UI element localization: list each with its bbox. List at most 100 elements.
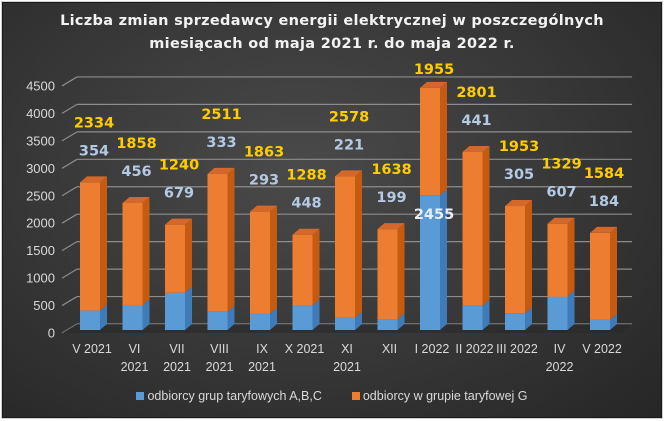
- bar-abc-side: [482, 299, 490, 330]
- bar-abc[interactable]: [505, 313, 525, 330]
- bar-abc[interactable]: [207, 311, 228, 330]
- bar-abc[interactable]: [165, 292, 185, 330]
- data-label-abc: 607: [546, 185, 576, 201]
- gridline-side: [61, 131, 78, 142]
- gridline-side: [61, 241, 78, 252]
- bar-g-side: [397, 223, 405, 320]
- bar-abc-side: [142, 298, 150, 330]
- data-label-g: 1240: [159, 158, 199, 174]
- bar-abc[interactable]: [80, 310, 100, 330]
- data-label-g: 2578: [329, 109, 369, 125]
- bar-abc[interactable]: [462, 305, 483, 330]
- bar-group[interactable]: [547, 217, 575, 330]
- data-label-g: 1329: [541, 157, 581, 173]
- bar-abc[interactable]: [122, 304, 143, 330]
- bar-abc[interactable]: [292, 305, 313, 330]
- bar-abc-side: [312, 299, 320, 330]
- bar-abc[interactable]: [250, 313, 270, 330]
- bar-abc[interactable]: [377, 319, 398, 330]
- bar-abc-side: [355, 311, 362, 330]
- x-tick-label: II 2022: [455, 342, 493, 356]
- bar-g-side: [312, 228, 320, 306]
- bar-group[interactable]: [335, 170, 362, 330]
- bar-g[interactable]: [207, 173, 228, 312]
- x-tick-label: VII: [169, 342, 184, 356]
- bar-g-side: [440, 81, 447, 196]
- data-label-abc: 293: [249, 173, 279, 189]
- bar-g-side: [610, 226, 617, 320]
- bar-group[interactable]: [590, 226, 617, 330]
- data-label-g: 1858: [116, 136, 156, 152]
- bar-g-side: [227, 167, 235, 312]
- x-tick-label: 2021: [333, 360, 361, 374]
- bar-top: [80, 176, 107, 183]
- x-tick-label: XII: [382, 342, 397, 356]
- data-label-g: 1584: [584, 166, 624, 182]
- x-tick-label: 2021: [121, 360, 149, 374]
- bar-g[interactable]: [377, 229, 398, 320]
- data-label-abc: 2455: [414, 207, 454, 223]
- data-label-g: 1288: [286, 168, 326, 184]
- data-label-g: 2511: [201, 107, 241, 123]
- bar-g[interactable]: [505, 206, 525, 314]
- bar-abc[interactable]: [335, 317, 355, 330]
- bar-g[interactable]: [80, 182, 100, 311]
- data-label-abc: 354: [79, 143, 109, 159]
- bar-group[interactable]: [250, 205, 277, 330]
- x-axis-ticks: V 2021 VI 2021 VII 2021 VIII 2021 IX 2021 X 2021 X…: [72, 342, 622, 374]
- x-tick-label: VIII: [210, 342, 229, 356]
- gridline-side: [61, 103, 78, 114]
- bar-group[interactable]: [165, 218, 192, 330]
- bar-top: [250, 205, 277, 212]
- bar-top: [590, 226, 617, 233]
- bar-abc[interactable]: [590, 319, 610, 330]
- bar-group[interactable]: [207, 167, 235, 330]
- bar-g-side: [355, 170, 362, 318]
- bar-g-side: [270, 205, 277, 314]
- data-label-abc: 184: [589, 194, 619, 210]
- legend-swatch-g-icon: [351, 392, 360, 400]
- bar-group[interactable]: [462, 146, 490, 330]
- bar-g[interactable]: [420, 87, 440, 196]
- bar-abc[interactable]: [547, 296, 568, 330]
- bar-g[interactable]: [165, 224, 185, 293]
- legend-item-abc[interactable]: odbiorcy grup taryfowych A,B,C: [136, 389, 322, 403]
- bar-top: [122, 196, 150, 203]
- bar-abc[interactable]: [420, 195, 440, 330]
- y-axis-ticks: 0 500 1000 1500 2000 2500 3000 3500 4000 4500: [26, 78, 55, 340]
- bar-group[interactable]: [377, 223, 405, 330]
- gridline-side: [61, 296, 78, 307]
- bar-g[interactable]: [250, 211, 270, 314]
- bar-g[interactable]: [590, 232, 610, 320]
- bar-group[interactable]: [122, 196, 150, 330]
- bar-g[interactable]: [547, 223, 568, 297]
- bar-top: [292, 228, 320, 235]
- y-tick-label: 0: [48, 326, 55, 341]
- bar-g[interactable]: [335, 176, 355, 318]
- bar-group[interactable]: [505, 200, 532, 330]
- bar-g-side: [142, 196, 150, 305]
- bar-group[interactable]: [420, 81, 447, 330]
- bar-group[interactable]: [292, 228, 320, 330]
- x-tick-label: X 2021: [285, 342, 325, 356]
- data-label-abc: 441: [461, 113, 491, 129]
- bar-g[interactable]: [122, 202, 143, 305]
- data-label-g: 2334: [74, 115, 114, 131]
- bar-abc-side: [185, 286, 192, 330]
- legend-item-g[interactable]: odbiorcy w grupie taryfowej G: [351, 389, 528, 403]
- gridline-side: [61, 268, 78, 279]
- bar-top: [547, 217, 575, 224]
- bar-g-side: [567, 217, 575, 297]
- data-label-abc: 221: [334, 137, 364, 153]
- x-tick-label: V 2022: [582, 342, 622, 356]
- bar-g[interactable]: [292, 234, 313, 306]
- data-label-g: 2801: [456, 85, 496, 101]
- data-label-g: 1953: [499, 139, 539, 155]
- bar-group[interactable]: [80, 176, 107, 330]
- bar-g-side: [185, 218, 192, 293]
- gridline-side: [61, 76, 78, 87]
- x-tick-label: 2021: [206, 360, 234, 374]
- bar-g[interactable]: [462, 152, 483, 306]
